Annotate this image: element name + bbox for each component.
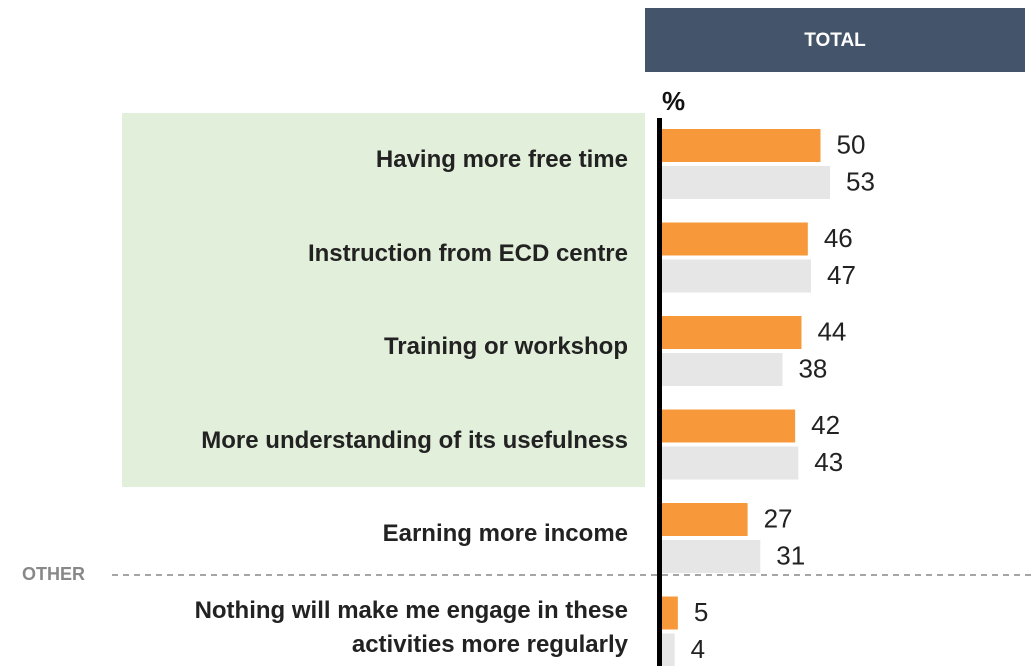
bar xyxy=(662,633,675,666)
value-label: 46 xyxy=(824,223,853,253)
value-label: 53 xyxy=(846,166,875,196)
value-label: 43 xyxy=(814,447,843,477)
value-label: 47 xyxy=(827,260,856,290)
highlight-box xyxy=(122,113,645,487)
value-label: 31 xyxy=(776,540,805,570)
category-label: More understanding of its usefulness xyxy=(201,426,628,454)
category-label: Having more free time xyxy=(375,146,628,173)
bar xyxy=(662,166,831,199)
category-label: Instruction from ECD centre xyxy=(307,239,628,267)
value-label: 27 xyxy=(764,503,793,533)
bar xyxy=(662,222,808,256)
bar xyxy=(662,446,799,480)
unit-label: % xyxy=(662,86,685,116)
header-box xyxy=(645,8,1025,72)
bar xyxy=(662,353,783,386)
bar xyxy=(662,316,802,349)
bar xyxy=(662,409,796,443)
bar xyxy=(662,540,761,573)
bar xyxy=(662,259,811,293)
value-label: 5 xyxy=(694,597,708,627)
axis-line xyxy=(657,118,662,666)
category-label: Earning more income xyxy=(382,520,628,547)
value-label: 42 xyxy=(811,410,840,440)
bar xyxy=(662,129,821,162)
value-label: 44 xyxy=(817,316,846,346)
value-label: 4 xyxy=(691,634,705,664)
category-label: Training or workshop xyxy=(383,333,628,360)
separator-label: OTHER xyxy=(22,564,85,584)
bar xyxy=(662,503,748,536)
value-label: 50 xyxy=(837,129,866,159)
header: TOTAL xyxy=(804,30,866,51)
category-label: Nothing will make me engage in these act… xyxy=(194,596,628,658)
value-label: 38 xyxy=(798,353,827,383)
bar xyxy=(662,596,678,630)
